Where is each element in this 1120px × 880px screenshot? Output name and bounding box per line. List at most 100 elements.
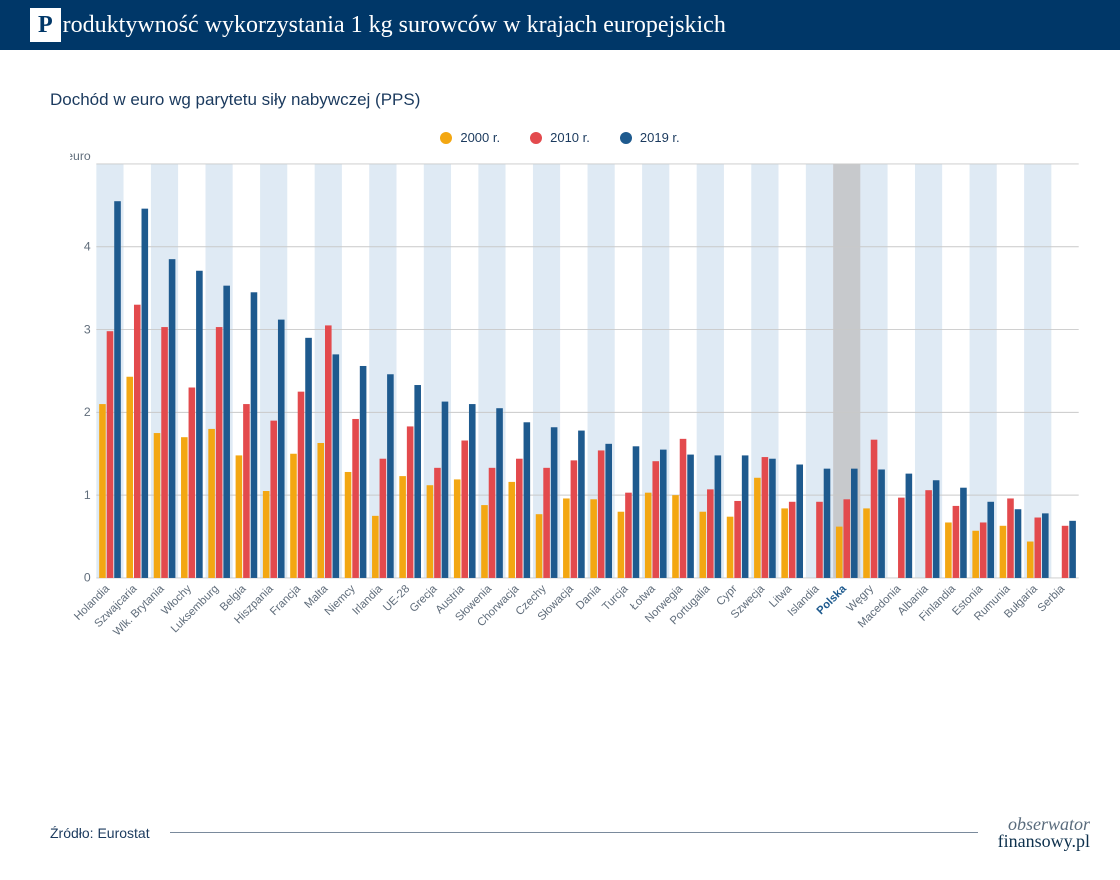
bar (618, 512, 625, 578)
bar (590, 499, 597, 578)
bar (836, 527, 843, 578)
legend-label-2010: 2010 r. (550, 130, 590, 145)
bar (114, 201, 121, 578)
chart-stripe (1051, 164, 1078, 578)
bar (571, 460, 578, 578)
bar (1027, 542, 1034, 578)
page-title: Produktywność wykorzystania 1 kg surowcó… (30, 12, 726, 39)
bar (399, 476, 406, 578)
bar (126, 377, 133, 578)
bar (715, 455, 722, 578)
bar (816, 502, 823, 578)
bar (625, 493, 632, 578)
y-tick-label: 3 (84, 322, 91, 336)
bar (754, 478, 761, 578)
bar (707, 489, 714, 578)
bar (680, 439, 687, 578)
x-tick-label: Serbia (1036, 582, 1068, 614)
bar (461, 441, 468, 578)
x-tick-label: UE-28 (381, 583, 412, 614)
bar (843, 499, 850, 578)
bar (352, 419, 359, 578)
x-tick-label: Polska (815, 582, 850, 617)
bar (516, 459, 523, 578)
bar (360, 366, 367, 578)
bar (427, 485, 434, 578)
bar (578, 431, 585, 578)
bar (270, 421, 277, 578)
bar (781, 508, 788, 578)
bar (107, 331, 114, 578)
bar (1007, 498, 1014, 577)
bar (1062, 526, 1069, 578)
bar (134, 305, 141, 578)
bar (972, 531, 979, 578)
bar (236, 455, 243, 578)
bar (633, 446, 640, 578)
footer: Źródło: Eurostat obserwator finansowy.pl (50, 816, 1090, 850)
bar (960, 488, 967, 578)
bar (980, 522, 987, 577)
bar (243, 404, 250, 578)
bar (769, 459, 776, 578)
x-tick-label: Islandia (786, 582, 822, 618)
bar (660, 450, 667, 578)
chart-svg: 012345 euroHolandiaSzwajcariaWlk. Brytan… (70, 147, 1090, 667)
subtitle: Dochód w euro wg parytetu siły nabywczej… (50, 90, 1120, 110)
bar (489, 468, 496, 578)
bar (298, 392, 305, 578)
bar (1015, 509, 1022, 578)
bar (824, 469, 831, 578)
bar (863, 508, 870, 578)
bar (789, 502, 796, 578)
legend-item-2019: 2019 r. (620, 130, 680, 145)
bar (1069, 521, 1076, 578)
source-label: Źródło: Eurostat (50, 825, 150, 841)
bar (189, 388, 196, 578)
bar (645, 493, 652, 578)
bar (1034, 518, 1041, 578)
bar (387, 374, 394, 578)
bar (278, 320, 285, 578)
bar (1000, 526, 1007, 578)
bar-chart: 012345 euroHolandiaSzwajcariaWlk. Brytan… (70, 147, 1090, 667)
bar (407, 426, 414, 578)
legend-item-2000: 2000 r. (440, 130, 500, 145)
y-tick-label: 4 (84, 240, 91, 254)
bar (496, 408, 503, 578)
legend-label-2000: 2000 r. (460, 130, 500, 145)
bar (687, 455, 694, 578)
bar (325, 325, 332, 578)
bar (953, 506, 960, 578)
bar (925, 490, 932, 578)
bar (290, 454, 297, 578)
x-tick-label: Dania (574, 582, 604, 612)
bar (563, 498, 570, 577)
bar (1042, 513, 1049, 578)
bar (442, 402, 449, 578)
bar (871, 440, 878, 578)
bar (161, 327, 168, 578)
bar (208, 429, 215, 578)
bar (434, 468, 441, 578)
legend-label-2019: 2019 r. (640, 130, 680, 145)
bar (898, 498, 905, 578)
bar (154, 433, 161, 578)
bar (251, 292, 258, 578)
y-tick-label: 1 (84, 488, 91, 502)
legend-item-2010: 2010 r. (530, 130, 590, 145)
bar (796, 465, 803, 578)
bar (524, 422, 531, 578)
brand-logo: obserwator finansowy.pl (998, 816, 1090, 850)
bar (454, 479, 461, 578)
legend-dot-2010-icon (530, 132, 542, 144)
bar (508, 482, 515, 578)
y-axis-max-label: 5 euro (70, 149, 91, 163)
title-rest: roduktywność wykorzystania 1 kg surowców… (63, 12, 726, 38)
bar (317, 443, 324, 578)
legend-dot-2019-icon (620, 132, 632, 144)
bar (742, 455, 749, 578)
bar (851, 469, 858, 578)
bar (878, 469, 885, 577)
bar (551, 427, 558, 578)
